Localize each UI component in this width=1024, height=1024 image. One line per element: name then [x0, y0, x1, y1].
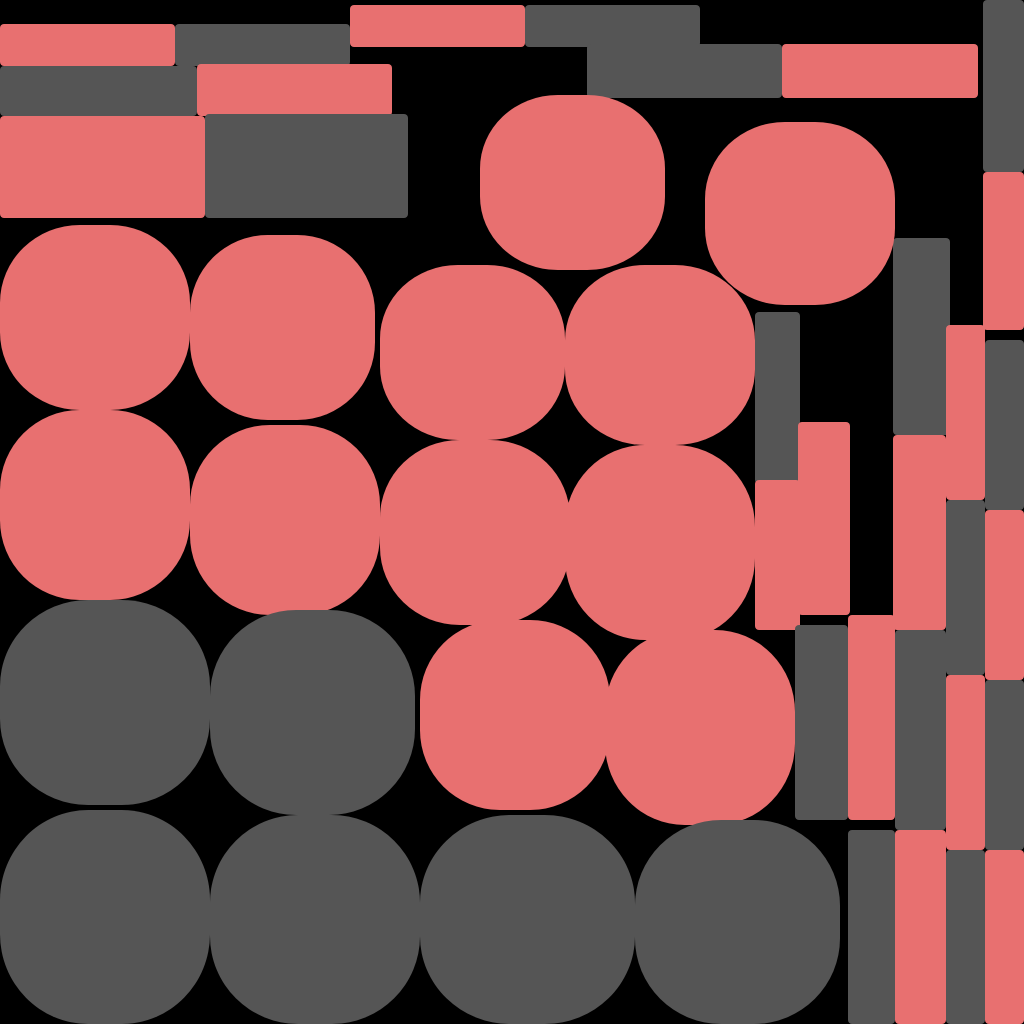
red-blob: [380, 265, 565, 440]
gray-bar: [946, 850, 985, 1024]
red-bar: [895, 830, 946, 1024]
red-blob: [190, 235, 375, 420]
red-bar: [985, 850, 1024, 1024]
red-blob: [190, 425, 380, 615]
red-blob: [420, 620, 610, 810]
gray-bar: [795, 625, 848, 820]
red-bar: [985, 510, 1024, 680]
red-bar: [197, 64, 392, 116]
gray-bar: [985, 340, 1024, 510]
red-blob: [565, 445, 755, 640]
gray-bar: [848, 830, 895, 1024]
gray-bar: [946, 500, 985, 675]
gray-bar: [983, 0, 1024, 172]
gray-bar: [755, 312, 800, 484]
red-bar: [983, 172, 1024, 330]
gray-blob: [635, 820, 840, 1024]
red-blob: [380, 440, 570, 625]
gray-bar: [895, 630, 946, 830]
gray-blob: [210, 610, 415, 815]
red-bar: [946, 675, 985, 850]
red-blob: [705, 122, 895, 305]
red-bar: [782, 44, 978, 98]
gray-blob: [0, 600, 210, 805]
red-bar: [0, 116, 205, 218]
gray-bar: [985, 680, 1024, 850]
gray-bar: [893, 238, 950, 435]
red-blob: [0, 410, 190, 600]
red-blob: [605, 630, 795, 825]
gray-bar: [175, 24, 350, 66]
red-blob: [480, 95, 665, 270]
gray-blob: [0, 810, 210, 1024]
red-bar: [946, 325, 985, 500]
red-bar: [798, 422, 850, 615]
gray-bar: [587, 44, 782, 98]
gray-bar: [205, 114, 408, 218]
gray-blob: [210, 815, 420, 1024]
red-bar: [0, 24, 175, 66]
red-bar: [755, 480, 800, 630]
red-blob: [565, 265, 755, 445]
red-bar: [848, 615, 895, 820]
red-bar: [350, 5, 525, 47]
gray-blob: [420, 815, 635, 1024]
gray-bar: [0, 66, 197, 116]
red-blob: [0, 225, 190, 410]
red-bar: [893, 435, 946, 630]
gray-bar: [525, 5, 700, 47]
